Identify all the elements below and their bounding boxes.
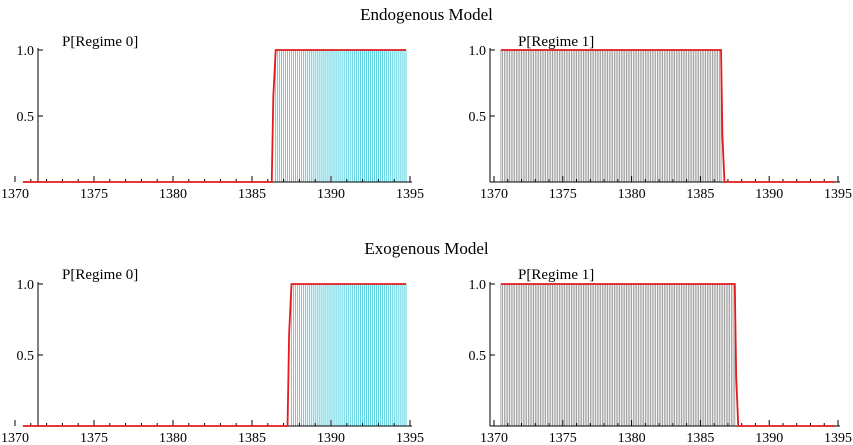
regime-fill bbox=[500, 50, 722, 182]
regime-fill bbox=[291, 284, 407, 426]
probability-line bbox=[22, 49, 407, 183]
regime-fill bbox=[500, 284, 736, 426]
panel-title: P[Regime 0] bbox=[62, 34, 138, 50]
panel-title: P[Regime 1] bbox=[518, 267, 594, 283]
y-tick-label: 0.5 bbox=[469, 349, 487, 364]
y-tick-label: 0.5 bbox=[17, 110, 35, 125]
x-tick-label: 1370 bbox=[1, 187, 29, 202]
x-tick-label: 1370 bbox=[1, 431, 29, 445]
x-tick-label: 1395 bbox=[396, 431, 424, 445]
x-tick-label: 1390 bbox=[317, 187, 345, 202]
x-tick-label: 1375 bbox=[80, 431, 108, 445]
y-tick-label: 1.0 bbox=[17, 278, 35, 293]
y-tick-label: 1.0 bbox=[469, 278, 487, 293]
probability-line bbox=[500, 49, 835, 183]
chart-exogenous-regime-1: 0.5 1.0 1370 1375 1380 1385 1390 1395 P[Regime 1… bbox=[469, 267, 853, 445]
x-tick-label: 1380 bbox=[618, 431, 646, 445]
x-tick-label: 1395 bbox=[824, 187, 852, 202]
x-tick-label: 1370 bbox=[480, 187, 508, 202]
x-tick-label: 1375 bbox=[549, 187, 577, 202]
chart-endogenous-regime-1: 0.5 1.0 1370 1375 1380 1385 1390 1395 P[Regime 1… bbox=[469, 34, 853, 202]
x-tick-label: 1390 bbox=[317, 431, 345, 445]
x-tick-label: 1390 bbox=[755, 187, 783, 202]
y-tick-label: 0.5 bbox=[17, 349, 35, 364]
y-tick-label: 0.5 bbox=[469, 110, 487, 125]
panel-title: P[Regime 0] bbox=[62, 267, 138, 283]
x-tick-label: 1395 bbox=[824, 431, 852, 445]
x-tick-label: 1385 bbox=[686, 431, 714, 445]
x-tick-label: 1385 bbox=[238, 187, 266, 202]
probability-line bbox=[22, 283, 407, 427]
regime-fill bbox=[275, 50, 407, 182]
panel-title: P[Regime 1] bbox=[518, 34, 594, 50]
chart-endogenous-regime-0: 0.5 1.0 1370 1375 1380 1385 1390 1395 P[Regime 0… bbox=[1, 34, 424, 202]
x-tick-label: 1370 bbox=[480, 431, 508, 445]
probability-line bbox=[500, 283, 835, 427]
x-tick-label: 1390 bbox=[755, 431, 783, 445]
chart-exogenous-regime-0: 0.5 1.0 1370 1375 1380 1385 1390 1395 P[Regime 0… bbox=[1, 267, 424, 445]
x-tick-label: 1395 bbox=[396, 187, 424, 202]
y-tick-label: 1.0 bbox=[469, 44, 487, 59]
x-tick-label: 1380 bbox=[159, 187, 187, 202]
x-tick-label: 1385 bbox=[238, 431, 266, 445]
x-tick-label: 1380 bbox=[159, 431, 187, 445]
exogenous-model-title: Exogenous Model bbox=[364, 239, 489, 258]
x-tick-label: 1375 bbox=[549, 431, 577, 445]
x-tick-label: 1385 bbox=[686, 187, 714, 202]
y-tick-label: 1.0 bbox=[17, 44, 35, 59]
x-tick-label: 1375 bbox=[80, 187, 108, 202]
endogenous-model-title: Endogenous Model bbox=[360, 5, 493, 24]
x-tick-label: 1380 bbox=[618, 187, 646, 202]
